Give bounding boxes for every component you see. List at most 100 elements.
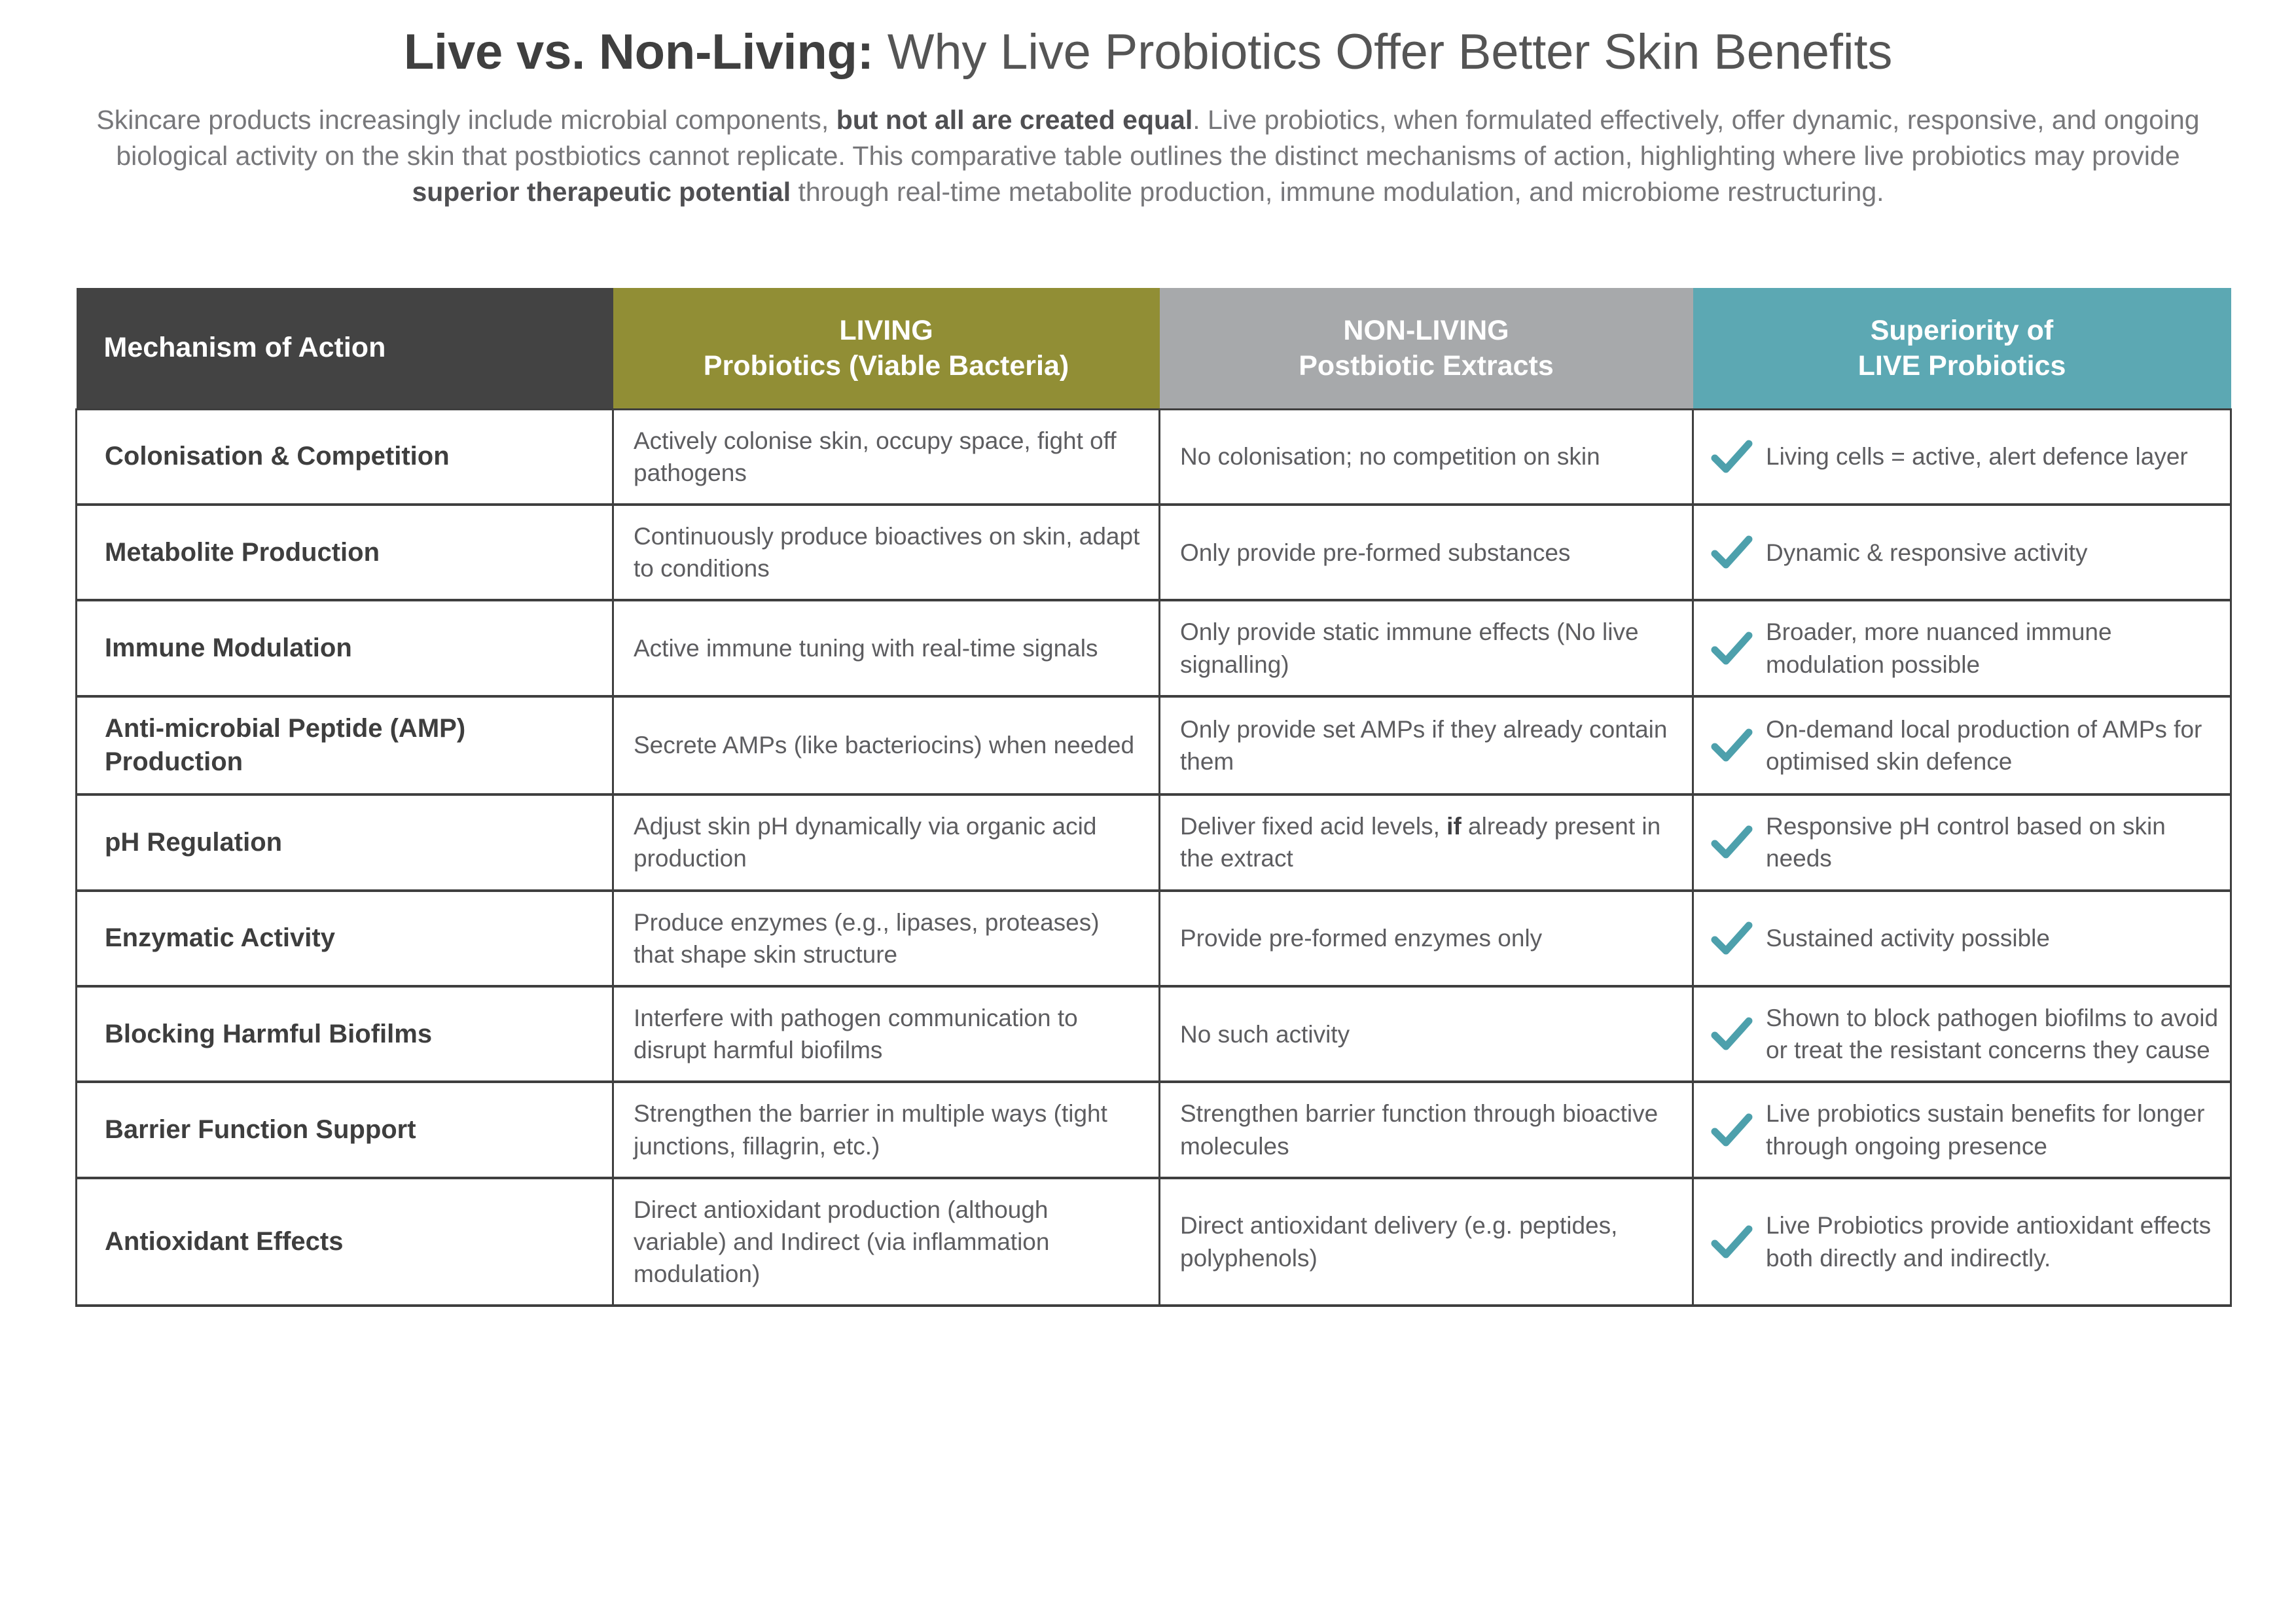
- cell-mechanism: Enzymatic Activity: [75, 890, 614, 988]
- table-header: Mechanism of Action LIVING Probiotics (V…: [76, 288, 2231, 409]
- cell-mechanism: Metabolite Production: [75, 504, 614, 602]
- title-block: Live vs. Non-Living: Why Live Probiotics…: [0, 0, 2296, 77]
- column-header-living: LIVING Probiotics (Viable Bacteria): [613, 288, 1160, 409]
- table-row: pH Regulation Adjust skin pH dynamically …: [75, 794, 2232, 892]
- check-icon: [1711, 825, 1753, 859]
- table-row: Immune Modulation Active immune tuning wi…: [75, 600, 2232, 698]
- cell-living: Actively colonise skin, occupy space, fi…: [612, 408, 1160, 506]
- cell-nonliving: No such activity: [1158, 986, 1694, 1084]
- table-row: Blocking Harmful Biofilms Interfere with …: [75, 986, 2232, 1084]
- table-row: Colonisation & Competition Actively colon…: [75, 408, 2232, 506]
- superiority-text: Responsive pH control based on skin need…: [1766, 813, 2166, 872]
- subtitle-bold-2: superior therapeutic potential: [412, 176, 791, 207]
- subtitle-bold-1: but not all are created equal: [836, 105, 1193, 135]
- superiority-content: Live Probiotics provide antioxidant effe…: [1708, 1209, 2225, 1274]
- cell-superiority: Living cells = active, alert defence lay…: [1692, 408, 2232, 506]
- table-body: Colonisation & Competition Actively colon…: [75, 408, 2232, 1308]
- superiority-content: Live probiotics sustain benefits for lon…: [1708, 1097, 2225, 1162]
- cell-living: Secrete AMPs (like bacteriocins) when ne…: [612, 696, 1160, 796]
- superiority-content: Living cells = active, alert defence lay…: [1708, 433, 2225, 480]
- superiority-text: Live probiotics sustain benefits for lon…: [1766, 1100, 2205, 1160]
- check-icon: [1711, 535, 1753, 569]
- cell-living: Strengthen the barrier in multiple ways …: [612, 1082, 1160, 1179]
- superiority-text: Dynamic & responsive activity: [1766, 539, 2088, 566]
- superiority-content: Responsive pH control based on skin need…: [1708, 810, 2225, 874]
- cell-nonliving: No colonisation; no competition on skin: [1158, 408, 1694, 506]
- table-row: Enzymatic Activity Produce enzymes (e.g.,…: [75, 890, 2232, 988]
- check-icon: [1711, 921, 1753, 955]
- superiority-text: Live Probiotics provide antioxidant effe…: [1766, 1212, 2212, 1272]
- check-icon: [1711, 632, 1753, 665]
- check-icon: [1711, 1017, 1753, 1050]
- column-header-living-line1: LIVING: [839, 314, 933, 346]
- cell-nonliving: Strengthen barrier function through bioa…: [1158, 1082, 1694, 1179]
- cell-superiority: On-demand local production of AMPs for o…: [1692, 696, 2232, 796]
- column-header-nonliving: NON-LIVING Postbiotic Extracts: [1159, 288, 1693, 409]
- cell-mechanism: Antioxidant Effects: [75, 1177, 614, 1308]
- cell-nonliving: Provide pre-formed enzymes only: [1158, 890, 1694, 988]
- superiority-content: Dynamic & responsive activity: [1708, 529, 2225, 576]
- superiority-content: Sustained activity possible: [1708, 915, 2225, 962]
- superiority-text: Living cells = active, alert defence lay…: [1766, 443, 2188, 471]
- cell-superiority: Shown to block pathogen biofilms to avoi…: [1692, 986, 2232, 1084]
- column-header-nonliving-line2: Postbiotic Extracts: [1299, 349, 1554, 382]
- superiority-content: Shown to block pathogen biofilms to avoi…: [1708, 1002, 2225, 1066]
- cell-nonliving: Only provide pre-formed substances: [1158, 504, 1694, 602]
- comparison-table-wrapper: Mechanism of Action LIVING Probiotics (V…: [75, 288, 2232, 1308]
- comparison-table: Mechanism of Action LIVING Probiotics (V…: [75, 288, 2232, 1308]
- check-icon: [1711, 440, 1753, 473]
- cell-mechanism: Immune Modulation: [75, 600, 614, 698]
- column-header-superiority-line1: Superiority of: [1870, 314, 2054, 346]
- cell-superiority: Dynamic & responsive activity: [1692, 504, 2232, 602]
- table-row: Barrier Function Support Strengthen the b…: [75, 1082, 2232, 1179]
- cell-superiority: Live probiotics sustain benefits for lon…: [1692, 1082, 2232, 1179]
- cell-nonliving-seg-2: already present in the extract: [1180, 813, 1661, 872]
- column-header-mechanism: Mechanism of Action: [76, 288, 613, 409]
- cell-superiority: Responsive pH control based on skin need…: [1692, 794, 2232, 892]
- cell-mechanism: Barrier Function Support: [75, 1082, 614, 1179]
- cell-nonliving: Deliver fixed acid levels, if already pr…: [1158, 794, 1694, 892]
- cell-nonliving-seg-1: Deliver fixed acid levels,: [1180, 813, 1447, 840]
- cell-living: Direct antioxidant production (although …: [612, 1177, 1160, 1308]
- cell-nonliving: Direct antioxidant delivery (e.g. peptid…: [1158, 1177, 1694, 1308]
- table-row: Anti-microbial Peptide (AMP) Production S…: [75, 696, 2232, 796]
- cell-living: Adjust skin pH dynamically via organic a…: [612, 794, 1160, 892]
- page-title: Live vs. Non-Living: Why Live Probiotics…: [137, 27, 2159, 77]
- column-header-superiority: Superiority of LIVE Probiotics: [1693, 288, 2231, 409]
- column-header-living-line2: Probiotics (Viable Bacteria): [703, 349, 1069, 382]
- superiority-text: Sustained activity possible: [1766, 925, 2050, 952]
- page-title-rest: Why Live Probiotics Offer Better Skin Be…: [873, 24, 1893, 80]
- cell-living: Produce enzymes (e.g., lipases, protease…: [612, 890, 1160, 988]
- superiority-text: Broader, more nuanced immune modulation …: [1766, 618, 2112, 678]
- table-row: Antioxidant Effects Direct antioxidant pr…: [75, 1177, 2232, 1308]
- superiority-content: On-demand local production of AMPs for o…: [1708, 713, 2225, 777]
- cell-living: Interfere with pathogen communication to…: [612, 986, 1160, 1084]
- subtitle-paragraph: Skincare products increasingly include m…: [68, 102, 2228, 210]
- superiority-content: Broader, more nuanced immune modulation …: [1708, 616, 2225, 680]
- cell-nonliving: Only provide static immune effects (No l…: [1158, 600, 1694, 698]
- cell-mechanism: pH Regulation: [75, 794, 614, 892]
- cell-mechanism: Blocking Harmful Biofilms: [75, 986, 614, 1084]
- cell-nonliving: Only provide set AMPs if they already co…: [1158, 696, 1694, 796]
- check-icon: [1711, 1113, 1753, 1147]
- page-title-emphasis: Live vs. Non-Living:: [403, 24, 874, 80]
- subtitle-seg-2: . Live probiotics, when formulated effec…: [116, 105, 2200, 171]
- cell-mechanism: Colonisation & Competition: [75, 408, 614, 506]
- table-row: Metabolite Production Continuously produc…: [75, 504, 2232, 602]
- column-header-superiority-line2: LIVE Probiotics: [1857, 349, 2066, 382]
- superiority-text: Shown to block pathogen biofilms to avoi…: [1766, 1004, 2219, 1064]
- cell-nonliving-emphasis: if: [1446, 813, 1462, 840]
- cell-mechanism: Anti-microbial Peptide (AMP) Production: [75, 696, 614, 796]
- subtitle-seg-3: through real-time metabolite production,…: [791, 176, 1884, 207]
- cell-superiority: Broader, more nuanced immune modulation …: [1692, 600, 2232, 698]
- cell-living: Continuously produce bioactives on skin,…: [612, 504, 1160, 602]
- cell-superiority: Sustained activity possible: [1692, 890, 2232, 988]
- table-header-row: Mechanism of Action LIVING Probiotics (V…: [76, 288, 2231, 409]
- cell-living: Active immune tuning with real-time sign…: [612, 600, 1160, 698]
- cell-superiority: Live Probiotics provide antioxidant effe…: [1692, 1177, 2232, 1308]
- check-icon: [1711, 1225, 1753, 1258]
- check-icon: [1711, 728, 1753, 762]
- column-header-nonliving-line1: NON-LIVING: [1343, 314, 1509, 346]
- subtitle-seg-1: Skincare products increasingly include m…: [96, 105, 836, 135]
